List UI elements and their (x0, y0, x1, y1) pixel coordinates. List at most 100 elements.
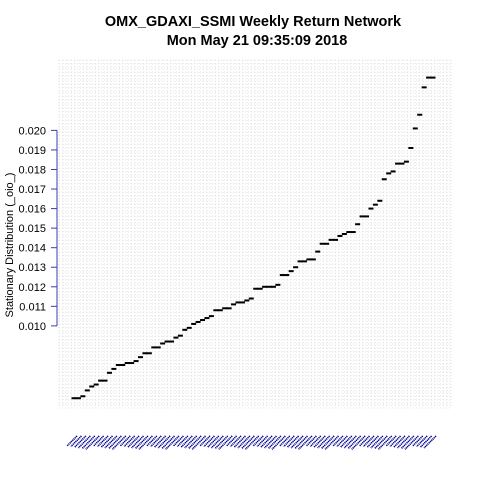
data-point (208, 315, 214, 318)
data-point (355, 223, 361, 226)
data-point (102, 379, 108, 382)
data-point (386, 172, 392, 175)
x-tick-label (138, 435, 153, 450)
data-point (319, 242, 325, 245)
x-tick-label (77, 435, 91, 449)
data-point (173, 336, 179, 339)
data-point (346, 231, 352, 234)
data-point (169, 340, 175, 343)
y-tick-label: 0.020 (18, 125, 46, 137)
x-tick-label (347, 435, 362, 450)
data-point (142, 352, 148, 355)
data-point (390, 170, 396, 173)
data-point (253, 287, 259, 290)
data-point (368, 207, 374, 210)
x-tick-label (279, 435, 291, 447)
x-tick-label (100, 435, 114, 448)
data-point (89, 385, 95, 388)
x-tick-label (298, 435, 313, 450)
x-tick-label (207, 435, 220, 448)
data-point (372, 203, 378, 206)
data-point (359, 215, 365, 218)
x-tick-label (150, 435, 162, 448)
data-point (204, 317, 210, 320)
data-point (301, 260, 307, 263)
x-tick-label (351, 435, 366, 450)
x-tick-label (305, 435, 317, 447)
data-point (200, 319, 206, 322)
data-point (381, 178, 387, 181)
data-point (226, 307, 232, 310)
x-tick-label (199, 435, 211, 447)
data-point (421, 86, 427, 89)
x-tick-label (241, 435, 255, 450)
x-tick-label (218, 435, 233, 450)
x-tick-label (123, 435, 136, 448)
data-point (115, 363, 121, 366)
y-axis-label: Stationary Distribution (_oio_) (4, 173, 16, 318)
x-tick-label (74, 435, 87, 448)
x-tick-label (210, 435, 224, 449)
data-point (235, 301, 241, 304)
x-tick-label (286, 435, 300, 448)
data-point (337, 234, 343, 237)
x-tick-label (111, 435, 127, 450)
data-point (426, 76, 432, 79)
y-tick-label: 0.010 (18, 321, 46, 333)
data-point (129, 362, 135, 365)
x-tick-label (290, 435, 304, 449)
data-point (275, 283, 281, 286)
x-tick-label (404, 435, 419, 450)
data-point (231, 303, 237, 306)
data-point (164, 340, 170, 343)
data-point (412, 127, 418, 130)
x-tick-label (283, 435, 295, 448)
data-point (417, 113, 423, 116)
x-tick-label (108, 435, 122, 450)
data-point (408, 146, 414, 149)
x-tick-label (161, 435, 176, 450)
data-point (146, 352, 152, 355)
x-tick-label (85, 435, 100, 450)
data-point (395, 162, 401, 165)
y-tick-label: 0.012 (18, 282, 46, 294)
data-point (430, 76, 436, 79)
x-tick-label (343, 435, 357, 449)
y-tick-label: 0.017 (18, 184, 46, 196)
data-point (262, 285, 268, 288)
x-tick-label (187, 435, 202, 450)
x-tick-label (165, 435, 180, 450)
x-tick-label (263, 435, 278, 449)
y-axis: 0.010 0.011 0.012 0.013 0.014 0.015 0.016 0.017… (18, 125, 58, 333)
x-tick-label (134, 435, 149, 450)
x-tick-label (153, 435, 167, 448)
x-tick-label (180, 435, 193, 448)
data-point (248, 297, 254, 300)
y-tick-label: 0.011 (19, 301, 46, 313)
x-tick-label (252, 435, 264, 447)
data-point (341, 233, 347, 235)
x-tick-label (233, 435, 246, 448)
x-tick-label (237, 435, 251, 449)
x-tick-label (412, 435, 424, 447)
x-tick-label (317, 435, 331, 449)
x-tick-label (294, 435, 309, 450)
data-point (284, 274, 290, 277)
x-tick-label (271, 435, 286, 450)
data-point (195, 320, 201, 323)
data-point (266, 285, 272, 288)
x-tick-label (176, 435, 189, 448)
data-point (315, 250, 321, 253)
x-tick-label (359, 435, 371, 447)
data-point (151, 346, 157, 349)
y-tick-label: 0.016 (18, 204, 46, 216)
data-point (133, 360, 139, 363)
x-tick-label (374, 435, 388, 450)
x-tick-label (81, 435, 96, 450)
data-point (310, 258, 316, 261)
data-point (293, 266, 299, 269)
data-point (137, 356, 143, 359)
data-point (350, 231, 356, 234)
data-point (213, 309, 219, 312)
